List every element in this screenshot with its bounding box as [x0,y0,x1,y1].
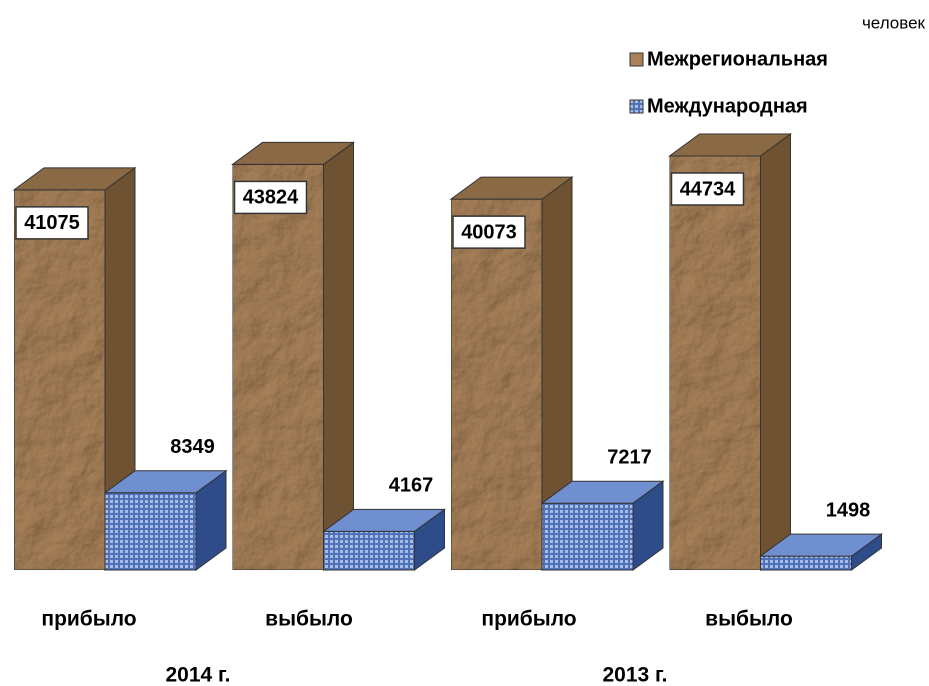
bar-side [324,142,354,570]
value-label: 4167 [389,475,434,497]
bar-front [233,164,324,570]
bar [542,481,663,570]
legend-swatch [630,100,643,113]
legend-swatch [630,53,643,66]
bar-front [451,199,542,570]
category-label: выбыло [265,608,353,631]
category-label: прибыло [41,608,136,631]
value-label: 41075 [24,212,80,234]
value-label: 44734 [680,178,736,200]
value-label: 7217 [607,446,652,468]
bar-front [542,503,633,570]
value-label: 1498 [826,499,871,521]
unit-label: человек [862,13,926,32]
category-label: прибыло [481,608,576,631]
value-label: 40073 [461,221,517,243]
group-label: 2013 г. [602,664,667,686]
bar-front [324,531,415,570]
value-label: 8349 [170,436,215,458]
value-label: 43824 [243,187,299,209]
bar [105,471,226,570]
bar [324,509,445,570]
category-label: выбыло [705,608,793,631]
group-label: 2014 г. [165,664,230,686]
chart: человек Межрегиональная Международная 4107… [0,0,929,686]
bar-front [670,156,761,570]
legend-label: Межрегиональная [647,48,828,70]
bar-front [761,556,852,570]
bar-side [761,134,791,570]
legend-label: Международная [647,95,808,117]
bar-front [105,493,196,570]
bar-front [14,190,105,570]
